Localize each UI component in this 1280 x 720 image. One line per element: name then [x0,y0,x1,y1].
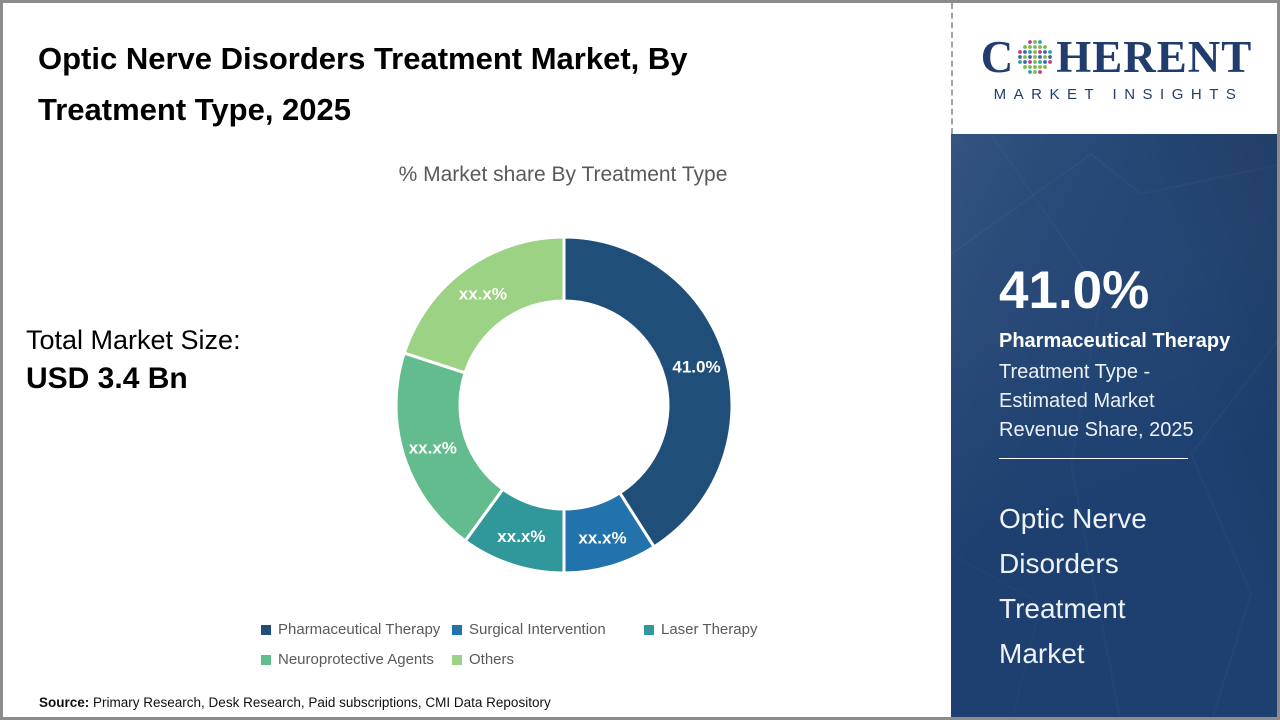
stat-desc-line-2: Estimated Market [999,390,1155,412]
legend-item: Neuroprotective Agents [261,648,452,671]
globe-dot [1023,60,1028,64]
globe-dot [1038,65,1043,69]
page-title-line-2: Treatment Type, 2025 [38,92,352,127]
globe-dot [1043,65,1048,69]
stat-desc-line-3: Revenue Share, 2025 [999,419,1194,441]
globe-dot [1033,65,1038,69]
globe-dot [1043,50,1048,54]
donut-chart: 41.0% xx.x% xx.x% xx.x% xx.x% [390,231,738,579]
legend-item: Laser Therapy [644,618,757,641]
slice-data-label: 41.0% [672,358,720,377]
globe-dot [1033,45,1038,49]
globe-dot [1028,60,1033,64]
legend-swatch [261,624,271,635]
globe-dot [1043,60,1048,64]
globe-dot [1048,60,1053,64]
legend-item: Pharmaceutical Therapy [261,618,452,641]
stat-desc-line-1: Treatment Type - [999,361,1151,383]
globe-dot [1023,55,1028,59]
total-market-size: Total Market Size: USD 3.4 Bn [26,325,241,396]
page-title-line-1: Optic Nerve Disorders Treatment Market, … [38,41,688,76]
legend-label: Others [469,651,515,668]
legend-swatch [261,654,271,665]
globe-dot [1028,65,1033,69]
globe-dot [1018,50,1023,54]
legend-swatch [644,624,654,635]
source-label: Source: [39,695,90,710]
globe-dot [1033,60,1038,64]
brand-tagline: MARKET INSIGHTS [993,85,1244,103]
globe-dot [1018,55,1023,59]
globe-dot [1033,55,1038,59]
donut-slice [402,235,566,375]
market-name: Optic Nerve Disorders Treatment Market [999,496,1147,676]
globe-dot [1033,70,1038,74]
chart-legend: Pharmaceutical Therapy Surgical Intervent… [261,618,757,671]
legend-swatch [452,624,462,635]
page-title: Optic Nerve Disorders Treatment Market, … [38,33,908,135]
world-map-texture [951,134,1277,717]
globe-dot [1028,70,1033,74]
legend-item: Others [452,648,644,671]
highlight-stat-value: 41.0% [999,261,1150,320]
slice-data-label: xx.x% [497,527,545,546]
market-name-line-4: Market [999,638,1085,669]
globe-dot [1023,50,1028,54]
total-market-label: Total Market Size: [26,325,241,355]
source-text: Primary Research, Desk Research, Paid su… [93,695,551,710]
market-name-line-1: Optic Nerve [999,503,1147,534]
globe-dot [1038,70,1043,74]
globe-dot [1018,60,1023,64]
market-name-line-3: Treatment [999,593,1126,624]
legend-label: Pharmaceutical Therapy [278,621,441,638]
legend-item: Surgical Intervention [452,618,644,641]
globe-dot [1023,45,1028,49]
side-panel-content: 41.0% Pharmaceutical Therapy Treatment T… [951,134,1277,717]
globe-dot [1048,55,1053,59]
brand-logo: C HERENT [980,31,1253,82]
source-line: Source: Primary Research, Desk Research,… [39,695,551,710]
highlight-stat-title: Pharmaceutical Therapy [999,330,1231,352]
slice-data-label: xx.x% [459,284,507,303]
slice-data-label: xx.x% [578,529,626,548]
globe-icon [1018,40,1053,74]
brand-name-prefix: C [980,31,1015,82]
donut-chart-svg: 41.0% xx.x% xx.x% xx.x% xx.x% [394,235,734,575]
globe-dot [1038,45,1043,49]
globe-dot [1033,50,1038,54]
legend-swatch [452,654,462,665]
globe-dot [1033,40,1038,44]
brand-name-suffix: HERENT [1056,31,1253,82]
legend-label: Neuroprotective Agents [278,651,434,668]
globe-dot [1038,60,1043,64]
globe-dot [1043,45,1048,49]
legend-label: Laser Therapy [661,621,758,638]
globe-dot [1038,40,1043,44]
donut-slice [562,235,734,549]
globe-dot [1028,45,1033,49]
market-name-line-2: Disorders [999,548,1119,579]
brand-logo-area: C HERENT MARKET INSIGHTS [951,3,1277,134]
globe-dot [1048,50,1053,54]
globe-dot [1043,55,1048,59]
globe-dot [1038,55,1043,59]
total-market-value: USD 3.4 Bn [26,362,188,395]
legend-label: Surgical Intervention [469,621,606,638]
globe-dot [1028,50,1033,54]
side-panel: 41.0% Pharmaceutical Therapy Treatment T… [951,134,1277,717]
highlight-stat-description: Treatment Type - Estimated Market Revenu… [999,358,1194,445]
globe-dot [1038,50,1043,54]
globe-dot [1028,40,1033,44]
globe-dot [1028,55,1033,59]
chart-subtitle: % Market share By Treatment Type [398,163,728,186]
panel-divider [999,458,1188,459]
globe-dot [1023,65,1028,69]
slice-data-label: xx.x% [409,439,457,458]
